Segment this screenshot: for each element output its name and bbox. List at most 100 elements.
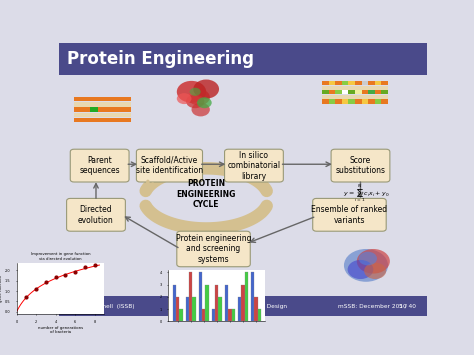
Bar	[342, 81, 348, 85]
Bar	[375, 90, 382, 94]
Circle shape	[190, 88, 201, 96]
Bar	[335, 90, 342, 94]
Bar	[348, 86, 355, 89]
Bar	[335, 81, 342, 85]
Bar	[322, 81, 328, 85]
Bar	[368, 81, 375, 85]
Bar	[199, 272, 202, 321]
Text: $y = \sum_{i=1}^{N} c_i x_i + y_0$: $y = \sum_{i=1}^{N} c_i x_i + y_0$	[343, 184, 389, 204]
Bar	[98, 102, 107, 106]
Bar	[74, 102, 82, 106]
Bar	[107, 97, 115, 102]
Bar	[74, 97, 82, 102]
FancyBboxPatch shape	[225, 149, 283, 182]
Bar	[115, 107, 123, 112]
Text: PROTEIN
ENGINEERING
CYCLE: PROTEIN ENGINEERING CYCLE	[176, 179, 236, 209]
Bar	[362, 90, 368, 94]
Bar	[98, 97, 107, 102]
Bar	[362, 81, 368, 85]
Circle shape	[347, 260, 374, 279]
Bar	[335, 95, 342, 99]
Bar	[328, 95, 335, 99]
Bar	[115, 102, 123, 106]
Text: Pablo Carbonell  (ISSB): Pablo Carbonell (ISSB)	[66, 304, 134, 309]
Text: Ensemble of ranked
variants: Ensemble of ranked variants	[311, 205, 388, 224]
Circle shape	[177, 81, 206, 103]
FancyBboxPatch shape	[137, 149, 202, 182]
Bar	[322, 90, 328, 94]
Bar	[82, 107, 90, 112]
Bar	[123, 118, 131, 122]
Circle shape	[357, 249, 390, 274]
Bar	[107, 107, 115, 112]
Bar	[368, 99, 375, 104]
Bar	[342, 90, 348, 94]
Text: 5 / 40: 5 / 40	[399, 304, 416, 309]
Bar	[328, 99, 335, 104]
Bar	[215, 284, 219, 321]
Bar	[192, 297, 196, 321]
Bar	[205, 284, 209, 321]
Bar	[355, 95, 362, 99]
Bar	[123, 107, 131, 112]
Bar	[355, 81, 362, 85]
Bar	[123, 113, 131, 117]
Bar	[382, 99, 388, 104]
FancyBboxPatch shape	[313, 198, 386, 231]
Bar	[107, 102, 115, 106]
FancyBboxPatch shape	[66, 198, 125, 231]
Bar	[382, 90, 388, 94]
Bar	[322, 86, 328, 89]
Bar	[368, 95, 375, 99]
Bar	[251, 272, 255, 321]
Bar	[375, 99, 382, 104]
Bar	[328, 86, 335, 89]
Bar	[219, 297, 222, 321]
Title: Improvement in gene function
via directed evolution: Improvement in gene function via directe…	[31, 252, 90, 261]
Bar	[59, 43, 427, 75]
Text: Score
substitutions: Score substitutions	[336, 156, 385, 175]
Bar	[362, 99, 368, 104]
Text: mSSB: December 2010: mSSB: December 2010	[338, 304, 407, 309]
Bar	[335, 86, 342, 89]
Bar	[245, 272, 248, 321]
Bar	[382, 81, 388, 85]
Bar	[335, 99, 342, 104]
Circle shape	[193, 80, 219, 99]
Bar	[107, 113, 115, 117]
Bar	[186, 297, 189, 321]
Bar	[225, 284, 228, 321]
Bar	[82, 97, 90, 102]
Circle shape	[359, 252, 377, 266]
Bar	[90, 102, 98, 106]
Circle shape	[186, 94, 204, 108]
Bar	[90, 113, 98, 117]
FancyBboxPatch shape	[177, 231, 250, 267]
Bar	[232, 309, 235, 321]
Bar	[382, 95, 388, 99]
Bar	[115, 118, 123, 122]
Circle shape	[177, 93, 191, 104]
Y-axis label: gene function: gene function	[0, 275, 3, 302]
Bar	[382, 86, 388, 89]
Bar	[98, 113, 107, 117]
Bar	[368, 86, 375, 89]
Circle shape	[344, 249, 388, 282]
Bar	[258, 309, 261, 321]
Bar	[202, 309, 205, 321]
Bar	[90, 107, 98, 112]
FancyBboxPatch shape	[70, 149, 129, 182]
X-axis label: number of generations
of bacteria: number of generations of bacteria	[38, 326, 83, 334]
Bar	[328, 90, 335, 94]
Bar	[189, 272, 192, 321]
Bar	[179, 309, 182, 321]
Text: In silico
combinatorial
library: In silico combinatorial library	[228, 151, 281, 180]
Bar	[74, 113, 82, 117]
Bar	[123, 102, 131, 106]
Bar	[241, 284, 245, 321]
Circle shape	[364, 263, 386, 279]
Bar	[98, 107, 107, 112]
Bar	[212, 309, 215, 321]
Bar	[368, 90, 375, 94]
Bar	[322, 99, 328, 104]
